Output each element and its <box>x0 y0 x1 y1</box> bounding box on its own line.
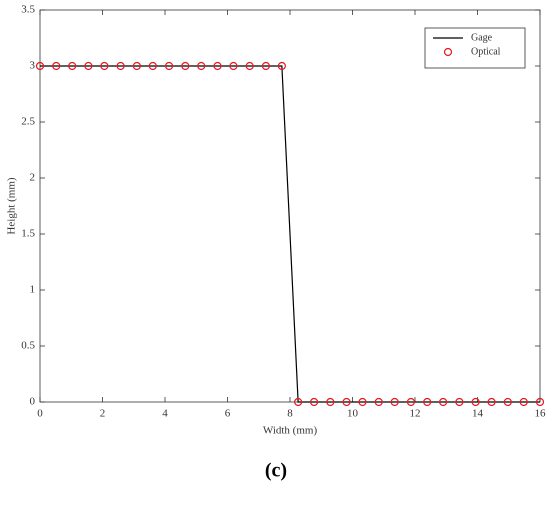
x-axis-label: Width (mm) <box>263 425 318 437</box>
optical-point <box>423 397 432 407</box>
plot-frame <box>39 9 541 403</box>
optical-point <box>100 61 109 71</box>
optical-point <box>164 61 174 71</box>
gage-line <box>40 65 540 403</box>
optical-point <box>294 397 303 407</box>
x-tick-label: 2 <box>100 408 106 420</box>
y-tick-label: 3 <box>30 60 36 72</box>
optical-point <box>229 61 238 71</box>
y-tick-label: 2.5 <box>21 116 35 128</box>
optical-point <box>261 61 271 71</box>
optical-point <box>358 397 367 407</box>
optical-point <box>84 61 93 71</box>
legend-label: Optical <box>471 46 501 57</box>
optical-point <box>277 61 286 71</box>
x-tick-label: 0 <box>37 408 43 420</box>
optical-point <box>309 397 319 407</box>
y-tick-label: 2 <box>30 172 36 184</box>
x-tick-label: 6 <box>225 408 231 420</box>
optical-point <box>390 397 399 407</box>
caption: (c) <box>265 460 287 482</box>
y-tick-label: 1.5 <box>21 228 35 240</box>
y-tick-label: 1 <box>30 284 36 296</box>
optical-point <box>116 61 125 71</box>
optical-point <box>52 61 61 71</box>
optical-point <box>455 397 464 407</box>
optical-point <box>406 397 416 407</box>
optical-point <box>213 61 222 71</box>
optical-point <box>245 61 254 71</box>
x-tick-label: 10 <box>347 408 359 420</box>
x-tick-label: 4 <box>162 408 168 420</box>
optical-point <box>439 397 448 407</box>
x-tick-label: 12 <box>410 408 421 420</box>
optical-point <box>181 61 190 71</box>
y-axis-label: Height (mm) <box>6 177 18 234</box>
y-tick-label: 3.5 <box>21 4 35 16</box>
x-tick-label: 14 <box>472 408 484 420</box>
optical-point <box>148 61 157 71</box>
optical-point <box>374 397 383 407</box>
x-tick-label: 16 <box>535 408 547 420</box>
optical-point <box>503 397 512 407</box>
optical-point <box>68 61 77 71</box>
optical-point <box>132 61 141 71</box>
optical-point <box>35 61 45 71</box>
y-tick-label: 0 <box>30 396 36 408</box>
legend-swatch <box>443 47 453 57</box>
optical-point <box>519 397 528 407</box>
legend-box <box>424 27 526 69</box>
optical-point <box>197 61 206 71</box>
legend-label: Gage <box>471 32 493 43</box>
optical-point <box>326 397 335 407</box>
optical-point <box>342 397 351 407</box>
optical-point <box>487 397 496 407</box>
optical-point <box>471 397 480 407</box>
y-tick-label: 0.5 <box>21 340 35 352</box>
x-tick-label: 8 <box>287 408 293 420</box>
optical-point <box>535 397 545 407</box>
